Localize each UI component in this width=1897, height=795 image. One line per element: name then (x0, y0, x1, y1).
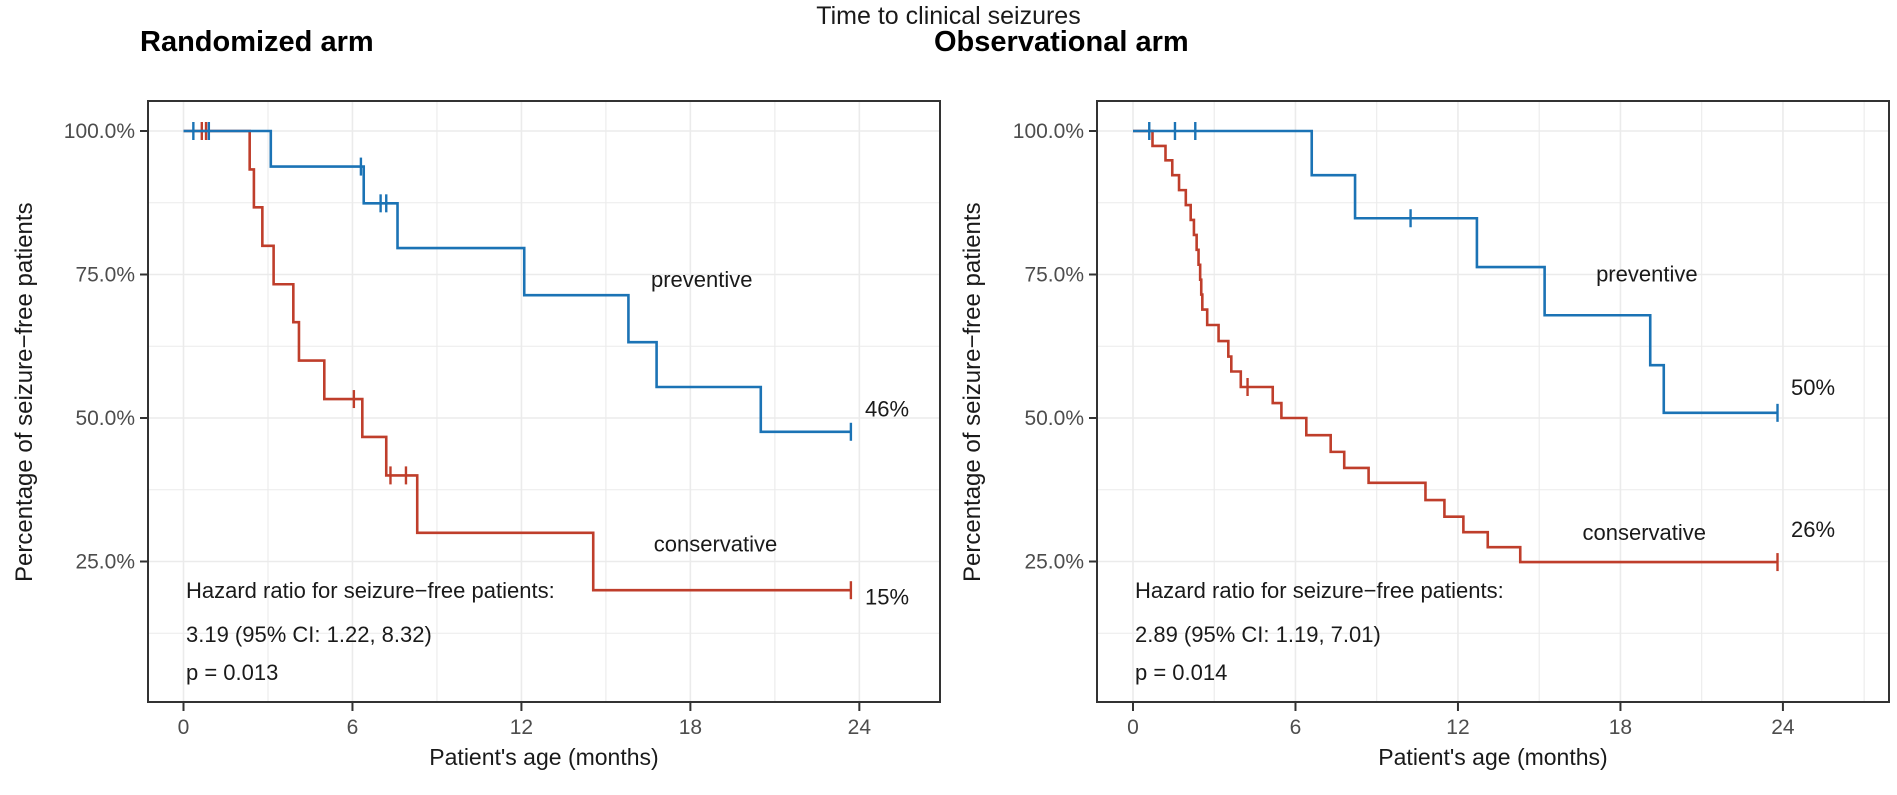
y-tick-label: 25.0% (1024, 551, 1084, 574)
x-tick-label: 24 (848, 716, 872, 739)
x-tick-label: 0 (1127, 716, 1139, 739)
km-curve-preventive (1133, 129, 1778, 415)
end-label-preventive: 50% (1791, 375, 1835, 400)
panel-0: conservative 15% preventive 46% 0 6 12 18 24 100.… (64, 100, 941, 739)
x-tick-label: 6 (347, 716, 359, 739)
x-tick-label: 18 (679, 716, 702, 739)
panel-title-observational: Observational arm (934, 26, 1189, 58)
km-curve-conservative (1133, 129, 1778, 564)
y-tick-label: 25.0% (75, 551, 135, 574)
panel-background (1097, 101, 1889, 702)
panel-title-randomized: Randomized arm (140, 26, 374, 58)
end-label-preventive: 46% (865, 396, 909, 421)
p-value-left: p = 0.013 (186, 660, 279, 685)
x-tick-label: 6 (1290, 716, 1302, 739)
x-tick-label: 12 (1446, 716, 1469, 739)
y-tick-label: 100.0% (64, 120, 135, 143)
x-tick-label: 12 (510, 716, 533, 739)
y-tick-label: 75.0% (75, 264, 135, 287)
x-axis-title-left: Patient's age (months) (429, 744, 659, 770)
hazard-ratio-caption-left: Hazard ratio for seizure−free patients: (186, 578, 555, 603)
panel-1: conservative 26% preventive 50% 0 6 12 18 24 100.… (1013, 100, 1890, 739)
km-curve-preventive (183, 129, 851, 434)
x-tick-label: 24 (1771, 716, 1795, 739)
y-tick-label: 50.0% (1024, 407, 1084, 430)
x-tick-label: 18 (1609, 716, 1632, 739)
curve-label-conservative: conservative (1583, 520, 1707, 545)
hazard-ratio-value-right: 2.89 (95% CI: 1.19, 7.01) (1135, 622, 1381, 647)
x-tick-label: 0 (178, 716, 190, 739)
y-tick-label: 50.0% (75, 407, 135, 430)
p-value-right: p = 0.014 (1135, 660, 1228, 685)
figure-title: Time to clinical seizures (816, 2, 1081, 30)
panel-border (147, 100, 941, 703)
end-label-conservative: 15% (865, 585, 909, 610)
km-curve-conservative (183, 129, 851, 592)
hazard-ratio-value-left: 3.19 (95% CI: 1.22, 8.32) (186, 622, 432, 647)
panel-background (148, 101, 940, 702)
hazard-ratio-caption-right: Hazard ratio for seizure−free patients: (1135, 578, 1504, 603)
curve-label-preventive: preventive (1596, 262, 1698, 287)
y-tick-label: 75.0% (1024, 264, 1084, 287)
curve-label-preventive: preventive (651, 267, 753, 292)
y-tick-label: 100.0% (1013, 120, 1084, 143)
panel-border (1096, 100, 1890, 703)
end-label-conservative: 26% (1791, 517, 1835, 542)
curve-label-conservative: conservative (654, 531, 778, 556)
x-axis-title-right: Patient's age (months) (1378, 744, 1608, 770)
